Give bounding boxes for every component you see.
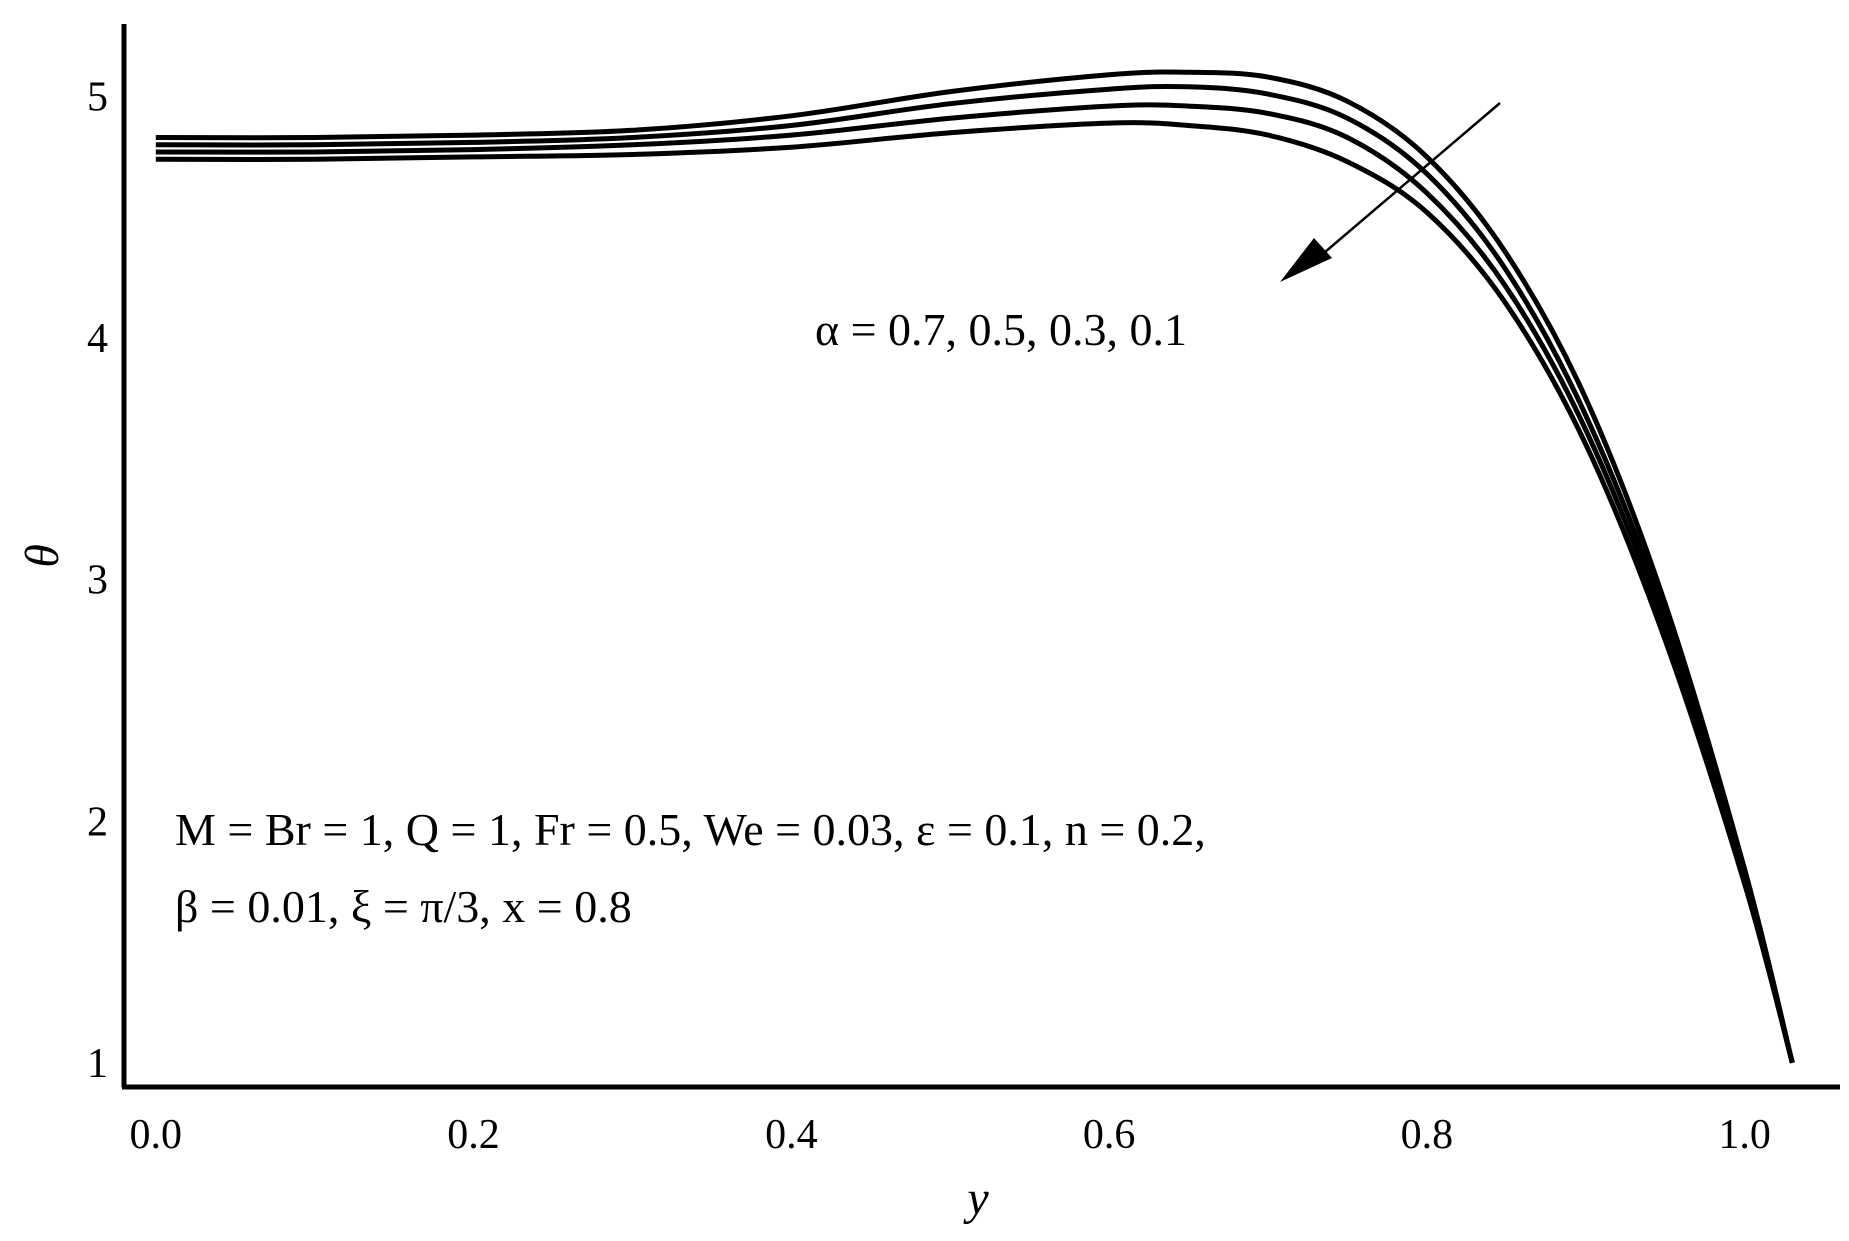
series-line-4 — [155, 120, 1795, 1064]
x-tick-label: 1.0 — [1718, 1112, 1771, 1158]
series-lines — [155, 69, 1795, 1064]
x-tick-label: 0.2 — [447, 1112, 500, 1158]
x-tick-label: 0.4 — [765, 1112, 818, 1158]
x-tick-label: 0.6 — [1083, 1112, 1136, 1158]
direction-arrow-shaft — [1317, 102, 1501, 259]
y-tick-label: 4 — [87, 316, 108, 362]
x-tick-label: 0.8 — [1401, 1112, 1454, 1158]
series-line-1 — [155, 69, 1795, 1064]
parameter-annotation-line-2: β = 0.01, ξ = π/3, x = 0.8 — [175, 881, 632, 932]
y-tick-label: 5 — [87, 74, 108, 120]
parameter-annotation-line-1: M = Br = 1, Q = 1, Fr = 0.5, We = 0.03, … — [175, 804, 1206, 855]
alpha-annotation: α = 0.7, 0.5, 0.3, 0.1 — [815, 304, 1187, 355]
direction-arrow-head — [1280, 238, 1332, 282]
y-tick-label: 2 — [87, 799, 108, 845]
series-line-2 — [155, 83, 1795, 1064]
y-tick-label: 1 — [87, 1041, 108, 1087]
x-axis-title: y — [962, 1172, 989, 1225]
x-tick-label: 0.0 — [130, 1112, 183, 1158]
y-tick-label: 3 — [87, 558, 108, 604]
axes — [121, 24, 1840, 1090]
x-tick-labels: 0.0 0.2 0.4 0.6 0.8 1.0 — [130, 1112, 1771, 1158]
y-tick-labels: 1 2 3 4 5 — [87, 74, 108, 1086]
direction-arrow — [1280, 102, 1501, 282]
series-line-3 — [155, 102, 1795, 1064]
y-axis-title: θ — [16, 544, 69, 568]
